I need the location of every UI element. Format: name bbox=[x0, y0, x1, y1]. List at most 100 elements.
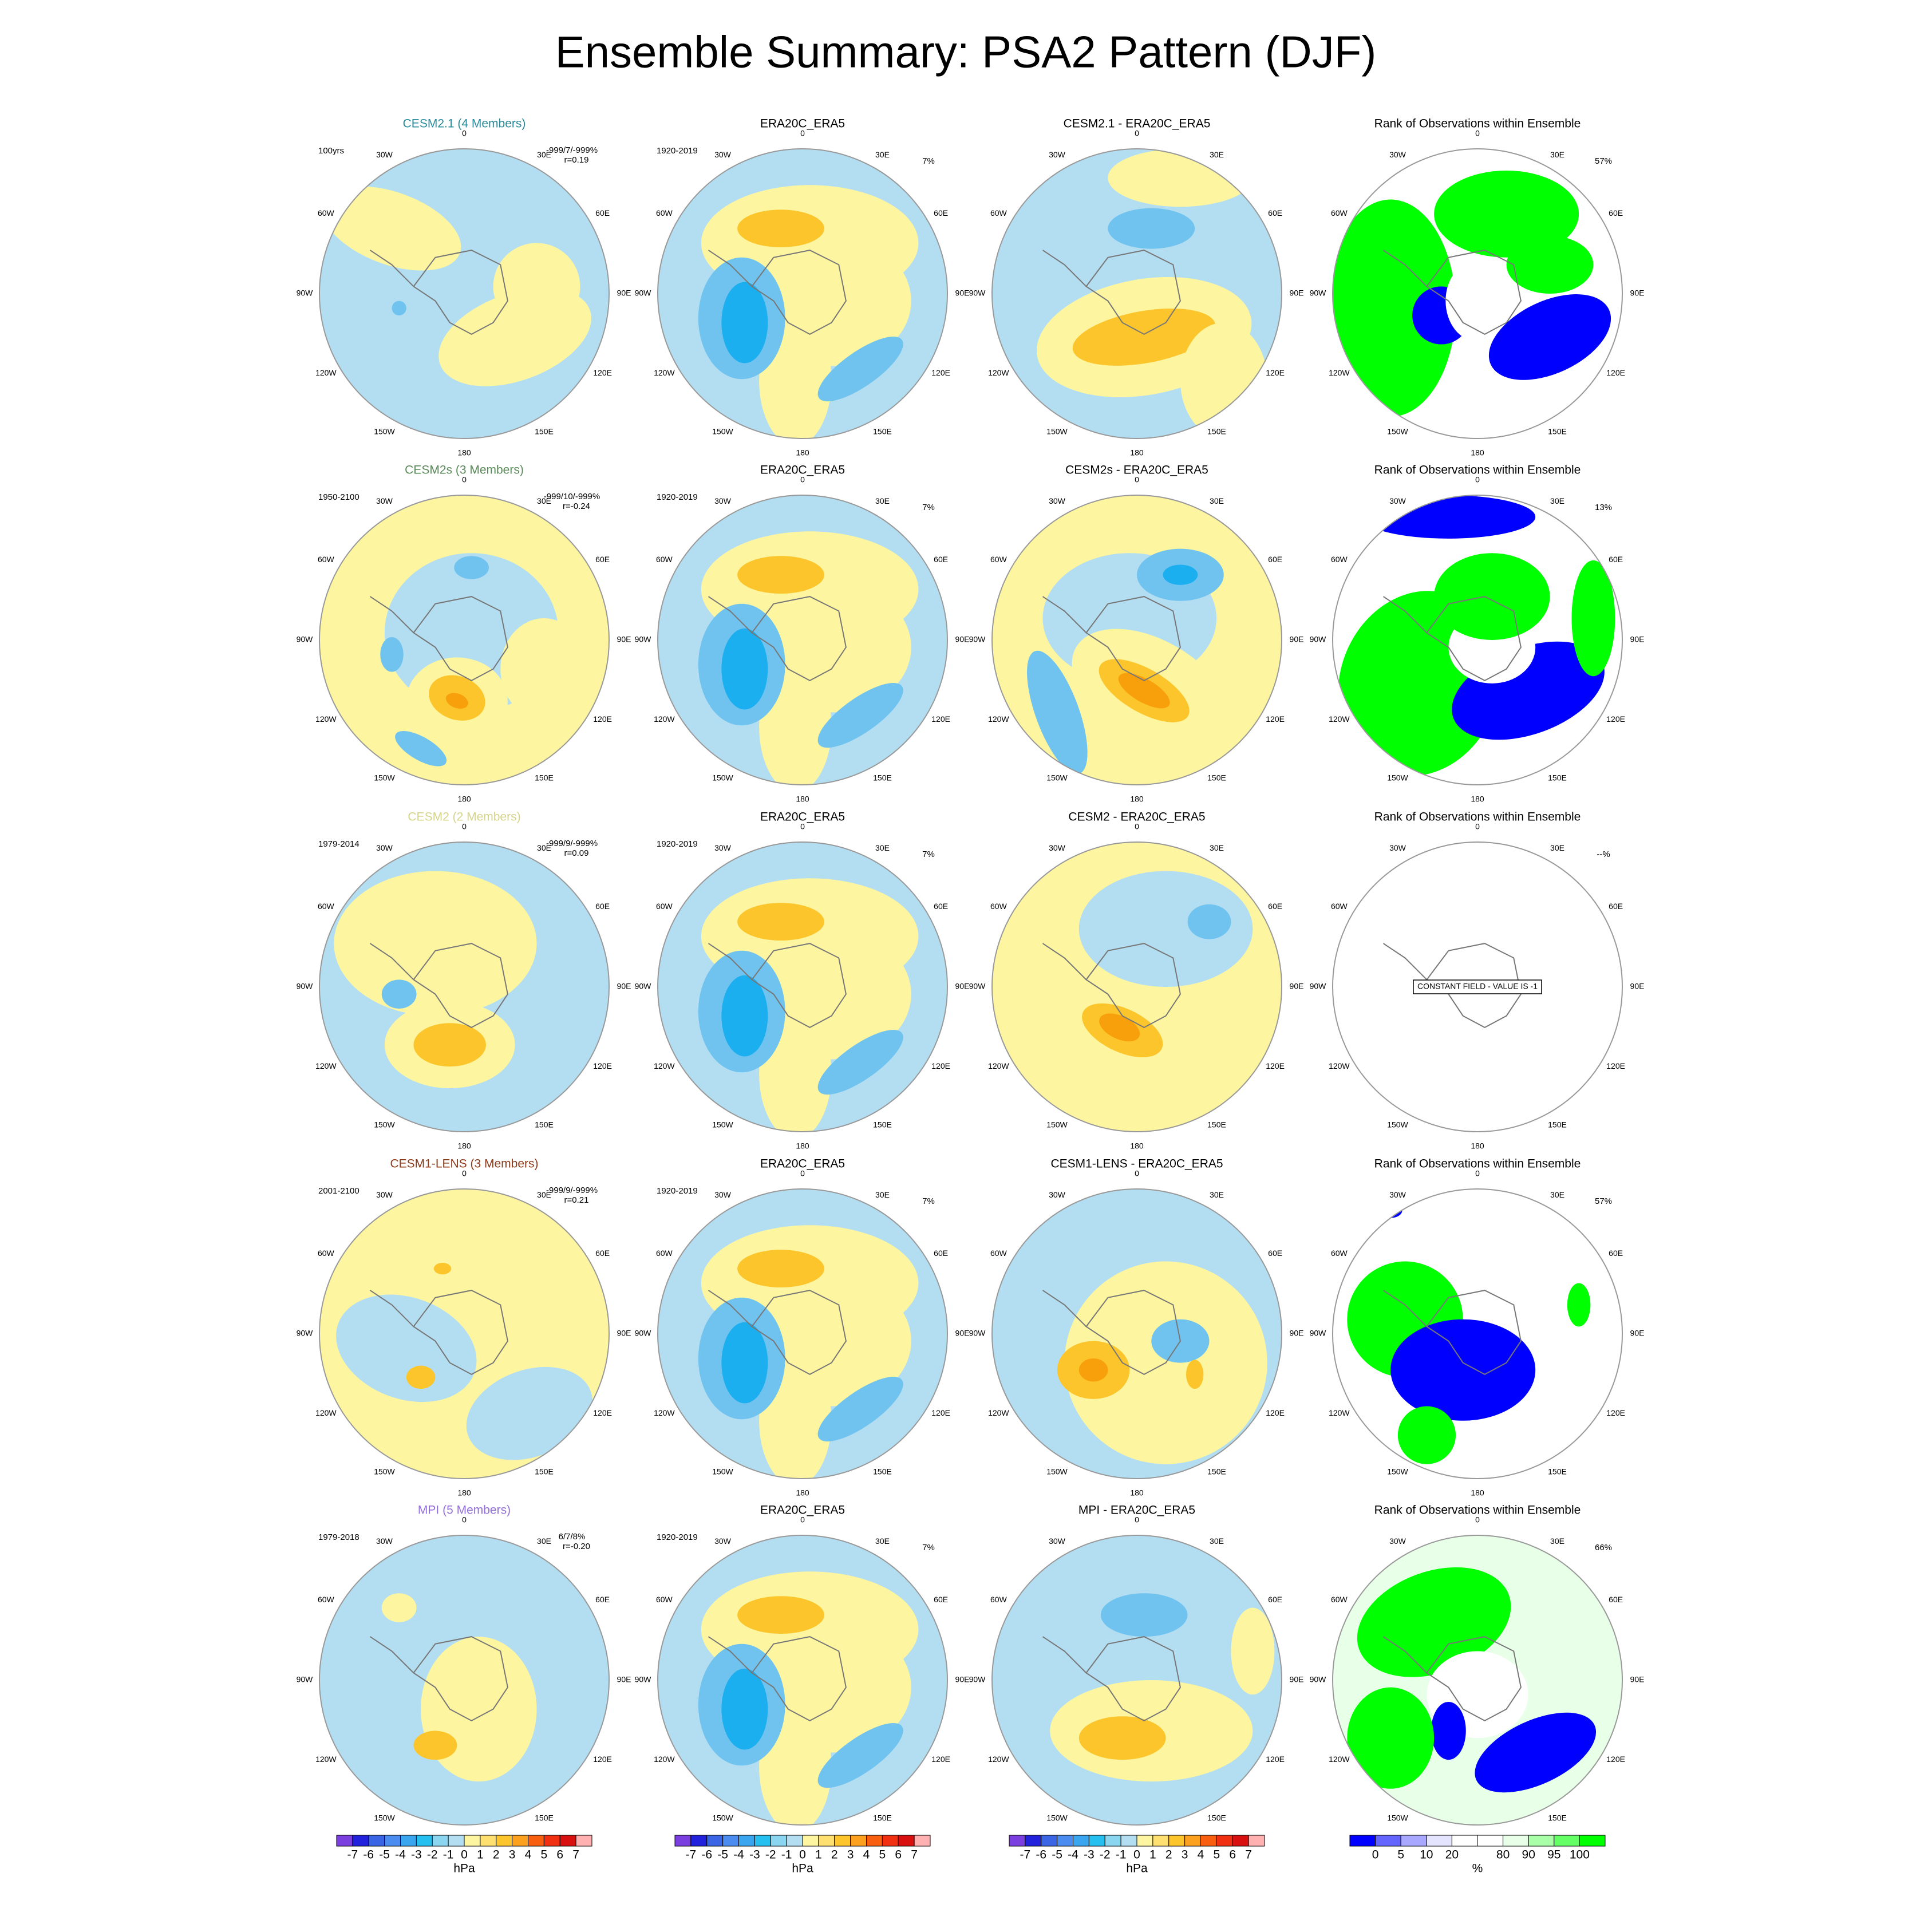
panel-title: CESM2 - ERA20C_ERA5 bbox=[1068, 811, 1205, 824]
field-region bbox=[392, 301, 406, 315]
longitude-label: 0 bbox=[1475, 1515, 1480, 1524]
colorbar-box bbox=[480, 1835, 497, 1847]
map-border bbox=[991, 1535, 1282, 1826]
map-field bbox=[658, 842, 947, 1132]
colorbar-box bbox=[914, 1835, 931, 1847]
field-region bbox=[1108, 208, 1195, 249]
coastline bbox=[1085, 1636, 1181, 1721]
longitude-label: 0 bbox=[1135, 822, 1139, 831]
field-region bbox=[413, 1023, 486, 1067]
colorbar-box bbox=[1248, 1835, 1265, 1847]
field-region bbox=[1118, 673, 1170, 709]
longitude-label: 120E bbox=[931, 368, 950, 377]
longitude-label: 30E bbox=[1210, 1536, 1224, 1546]
longitude-label: 120E bbox=[1266, 1755, 1285, 1764]
colorbar-box bbox=[722, 1835, 739, 1847]
longitude-label: 30E bbox=[875, 496, 890, 505]
longitude-label: 150W bbox=[1046, 1467, 1068, 1476]
longitude-label: 150E bbox=[1207, 426, 1226, 436]
field-region bbox=[380, 637, 404, 672]
coastline bbox=[369, 943, 414, 981]
longitude-label: 150W bbox=[712, 773, 733, 782]
longitude-label: 60E bbox=[1609, 902, 1623, 911]
field-region bbox=[1475, 1712, 1597, 1793]
longitude-label: 90E bbox=[617, 635, 631, 644]
colorbar-label: 5 bbox=[541, 1848, 548, 1862]
colorbar-box bbox=[674, 1835, 692, 1847]
panel-title: Rank of Observations within Ensemble bbox=[1374, 464, 1581, 477]
map-panel: 0 30E 60E 90E 120E 150E 180 150W 120W 90W 60W 30W Ra… bbox=[1310, 117, 1645, 457]
map-panel: 0 30E 60E 90E 120E 150E 180 150W 120W 90W 60W 30W ER… bbox=[635, 1157, 970, 1498]
longitude-label: 120W bbox=[315, 1061, 337, 1070]
colorbar-box bbox=[543, 1835, 560, 1847]
colorbar-box bbox=[1451, 1835, 1478, 1847]
colorbar-box bbox=[1426, 1835, 1452, 1847]
colorbar-box bbox=[1057, 1835, 1073, 1847]
map-field bbox=[992, 495, 1282, 785]
coastline bbox=[1042, 1636, 1087, 1674]
longitude-label: 60W bbox=[656, 902, 673, 911]
longitude-label: 150E bbox=[1548, 1467, 1567, 1476]
field-region bbox=[1187, 904, 1231, 939]
colorbar-box bbox=[528, 1835, 544, 1847]
field-region bbox=[817, 337, 903, 402]
longitude-label: 30E bbox=[1550, 1190, 1564, 1199]
longitude-label: 150E bbox=[873, 773, 892, 782]
colorbar-box bbox=[512, 1835, 528, 1847]
colorbar-box bbox=[786, 1835, 803, 1847]
longitude-label: 30E bbox=[537, 496, 551, 505]
longitude-label: 0 bbox=[1475, 822, 1480, 831]
field-region bbox=[1378, 1203, 1402, 1218]
coastline bbox=[1382, 1636, 1428, 1674]
colorbar-label: 5 bbox=[1397, 1848, 1404, 1862]
longitude-label: 60W bbox=[990, 1249, 1008, 1258]
map-border bbox=[991, 841, 1282, 1132]
percent-label: 7% bbox=[922, 503, 935, 512]
field-region bbox=[721, 282, 768, 364]
panel-title: MPI (5 Members) bbox=[418, 1504, 511, 1517]
longitude-label: 150E bbox=[535, 1467, 554, 1476]
colorbar-box bbox=[818, 1835, 835, 1847]
longitude-label: 180 bbox=[796, 1488, 809, 1498]
colorbar-box bbox=[866, 1835, 883, 1847]
map-field bbox=[658, 495, 947, 785]
colorbar-box bbox=[1349, 1835, 1376, 1847]
longitude-label: 150E bbox=[873, 426, 892, 436]
longitude-label: 0 bbox=[1135, 475, 1139, 484]
longitude-label: 120W bbox=[1329, 1755, 1350, 1764]
colorbar-label: -3 bbox=[411, 1848, 422, 1862]
longitude-label: 60E bbox=[934, 208, 948, 218]
longitude-label: 90W bbox=[297, 982, 314, 991]
longitude-label: 30E bbox=[1210, 150, 1224, 159]
longitude-label: 60E bbox=[1268, 1249, 1282, 1258]
field-region bbox=[1431, 1701, 1466, 1760]
longitude-label: 30W bbox=[376, 843, 393, 852]
map-border bbox=[319, 841, 610, 1132]
coastline bbox=[1382, 943, 1428, 981]
longitude-label: 120E bbox=[593, 714, 612, 724]
coastline bbox=[1085, 943, 1181, 1028]
map-field bbox=[319, 149, 609, 438]
field-region bbox=[493, 243, 580, 330]
colorbar-label: 80 bbox=[1496, 1848, 1510, 1862]
longitude-label: 30E bbox=[875, 150, 890, 159]
percent-label: 13% bbox=[1595, 503, 1612, 512]
coastline bbox=[1426, 1290, 1522, 1375]
longitude-label: 0 bbox=[800, 475, 805, 484]
coastline bbox=[751, 1290, 847, 1375]
colorbar-label: -4 bbox=[733, 1848, 744, 1862]
map-panel: 0 30E 60E 90E 120E 150E 180 150W 120W 90W 60W 30W Ra… bbox=[1310, 464, 1645, 804]
coastline bbox=[751, 1636, 847, 1721]
colorbar-label: 95 bbox=[1547, 1848, 1560, 1862]
coastline bbox=[1426, 1636, 1522, 1721]
longitude-label: 90W bbox=[297, 289, 314, 298]
longitude-label: 30E bbox=[875, 843, 890, 852]
colorbar-label: -2 bbox=[765, 1848, 776, 1862]
colorbar-box bbox=[770, 1835, 787, 1847]
longitude-label: 0 bbox=[1135, 129, 1139, 138]
longitude-label: 60E bbox=[1268, 208, 1282, 218]
panel-title: CESM2s - ERA20C_ERA5 bbox=[1065, 464, 1208, 477]
field-region bbox=[737, 210, 824, 248]
longitude-label: 0 bbox=[462, 1515, 467, 1524]
colorbar-label: -6 bbox=[701, 1848, 712, 1862]
